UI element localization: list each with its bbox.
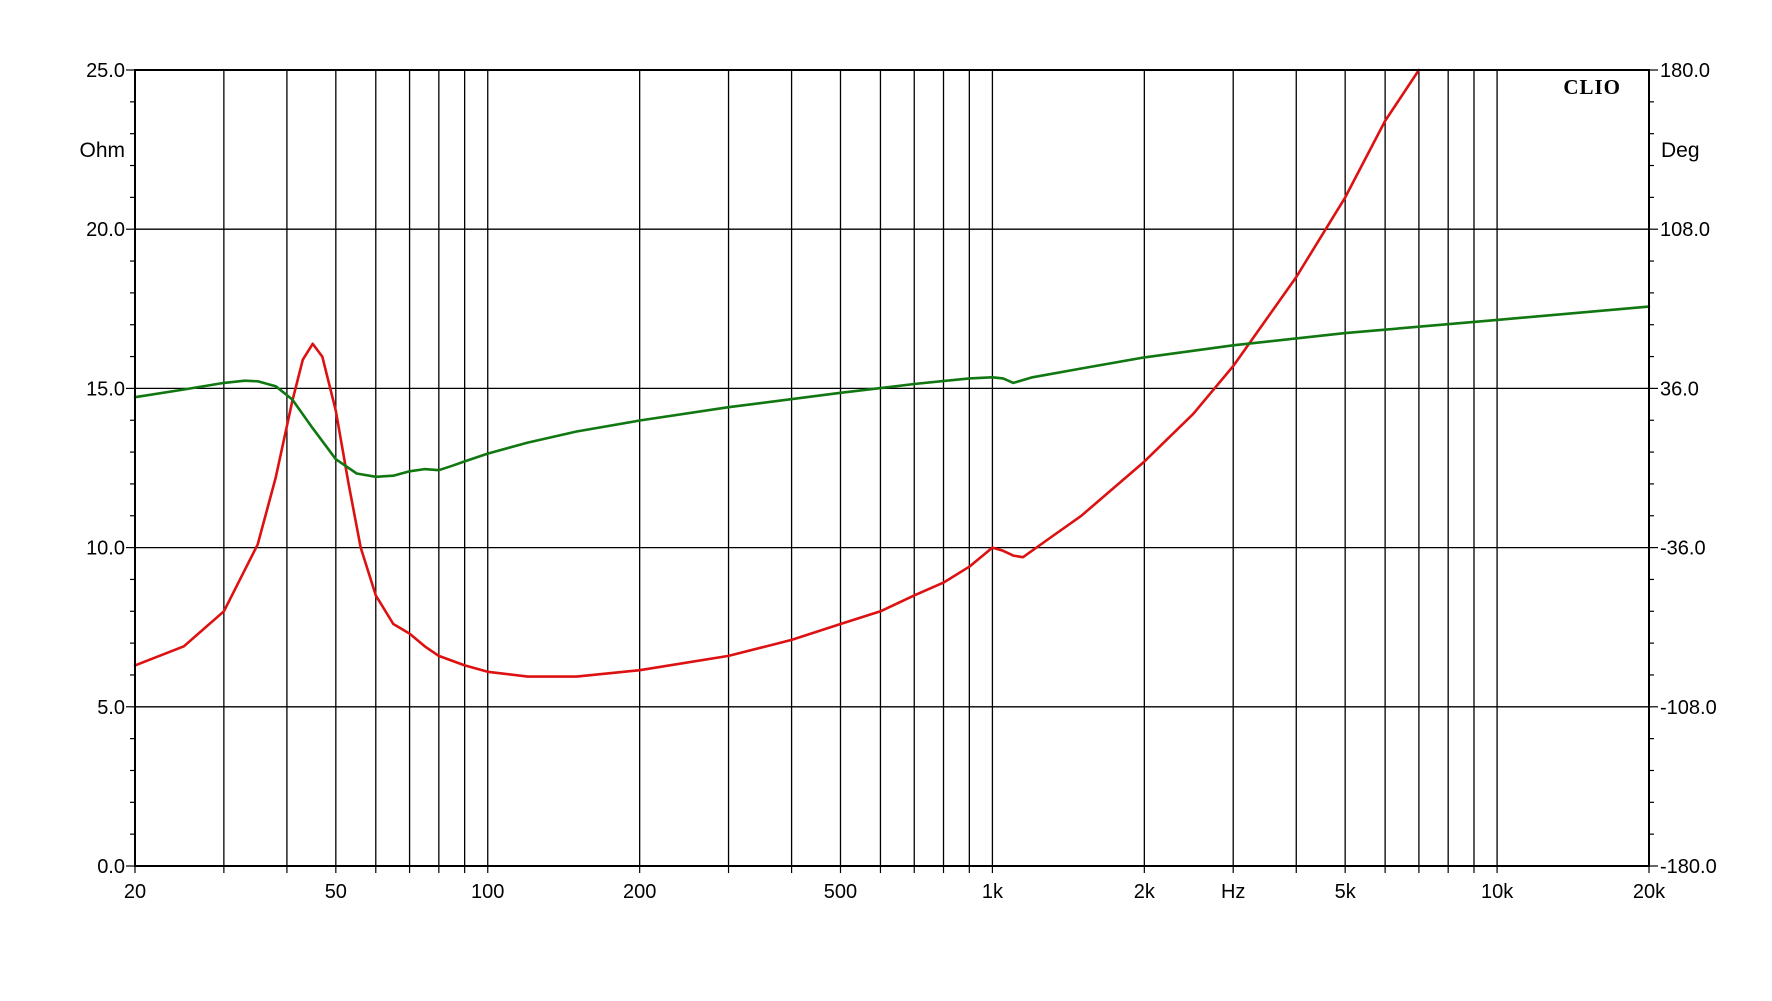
x-tick-label: 10k <box>1481 881 1514 903</box>
plot-frame <box>134 69 1650 867</box>
series-line-phase <box>133 305 1651 479</box>
x-tick-label: 2k <box>1134 881 1156 903</box>
grid <box>126 69 1658 873</box>
series-line-impedance <box>133 68 1421 678</box>
x-tick-label: 5k <box>1335 881 1357 903</box>
x-tick-label: 20k <box>1633 881 1666 903</box>
left-tick-label: 15.0 <box>86 378 125 400</box>
series-layer <box>133 68 1651 678</box>
x-tick-label: 100 <box>471 881 504 903</box>
left-tick-label: 25.0 <box>86 60 125 82</box>
right-tick-label: -108.0 <box>1660 697 1717 719</box>
left-tick-label: 0.0 <box>97 856 125 878</box>
left-tick-label: 5.0 <box>97 697 125 719</box>
axis-labels: 0.0 5.0 10.0 15.0 20.0 25.0 -180.0 -108.0 -36.0 3… <box>86 60 1717 903</box>
left-axis-unit: Ohm <box>79 139 125 162</box>
x-tick-label: Hz <box>1221 881 1245 903</box>
left-tick-label: 10.0 <box>86 538 125 560</box>
x-tick-label: 20 <box>124 881 146 903</box>
right-tick-label: 36.0 <box>1660 378 1699 400</box>
x-tick-label: 500 <box>824 881 857 903</box>
left-tick-label: 20.0 <box>86 219 125 241</box>
right-tick-label: -36.0 <box>1660 538 1706 560</box>
right-tick-label: 108.0 <box>1660 219 1710 241</box>
x-tick-label: 1k <box>982 881 1004 903</box>
x-tick-label: 200 <box>623 881 656 903</box>
right-tick-label: -180.0 <box>1660 856 1717 878</box>
right-axis-unit: Deg <box>1661 139 1700 162</box>
x-tick-label: 50 <box>325 881 347 903</box>
brand-label: CLIO <box>1563 75 1621 99</box>
right-tick-label: 180.0 <box>1660 60 1710 82</box>
